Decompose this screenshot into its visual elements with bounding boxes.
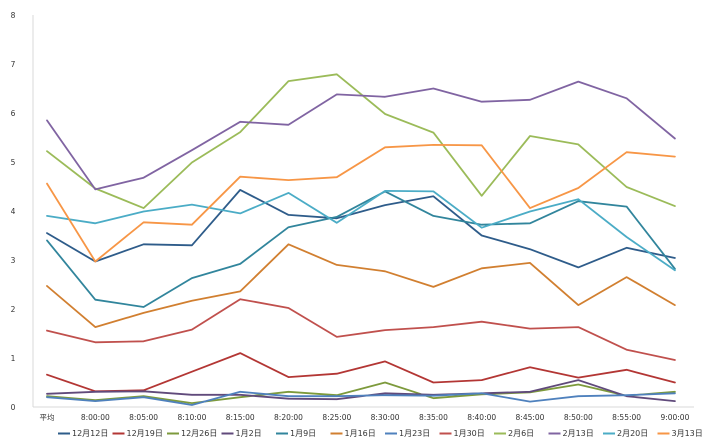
x-tick-label: 平均	[40, 412, 55, 422]
x-tick-label: 8:55:00	[612, 413, 641, 422]
y-tick-label: 6	[11, 109, 16, 118]
y-tick-label: 0	[11, 403, 16, 412]
x-tick-label: 8:30:00	[371, 413, 400, 422]
series-line-12	[46, 143, 676, 263]
x-tick-label: 8:20:00	[274, 413, 303, 422]
y-axis-ticks: 0 1 2 3 4 5 6 7 8	[11, 11, 16, 412]
legend: 12月12日 12月19日 12月26日 1月2日 1月9日 1月16日 1月23日 1月30…	[58, 429, 703, 438]
y-tick-label: 1	[11, 354, 16, 363]
series-line-11	[46, 189, 676, 272]
legend-label: 1月2日	[236, 429, 262, 438]
series-line-9	[46, 73, 676, 210]
x-tick-label: 8:00:00	[81, 413, 110, 422]
series-line-1	[46, 188, 676, 269]
series-line-8	[46, 298, 676, 361]
x-tick-label: 8:50:00	[564, 413, 593, 422]
y-tick-label: 5	[11, 158, 16, 167]
legend-label: 1月9日	[290, 429, 316, 438]
legend-label: 3月13日	[672, 429, 703, 438]
series-line-2	[46, 352, 676, 393]
legend-label: 12月19日	[127, 429, 163, 438]
series-line-6	[46, 243, 676, 329]
legend-label: 12月12日	[72, 429, 108, 438]
x-tick-label: 9:00:00	[660, 413, 689, 422]
legend-label: 2月6日	[508, 429, 534, 438]
x-tick-label: 8:15:00	[226, 413, 255, 422]
x-tick-label: 8:45:00	[516, 413, 545, 422]
legend-label: 1月30日	[454, 429, 485, 438]
x-tick-label: 8:05:00	[129, 413, 158, 422]
series-line-10	[46, 80, 676, 191]
x-tick-label: 8:25:00	[322, 413, 351, 422]
legend-label: 2月13日	[563, 429, 594, 438]
x-tick-label: 8:35:00	[419, 413, 448, 422]
series-line-5	[46, 190, 676, 308]
x-tick-label: 8:10:00	[177, 413, 206, 422]
x-tick-label: 8:40:00	[467, 413, 496, 422]
y-tick-label: 4	[11, 207, 16, 216]
legend-label: 1月16日	[345, 429, 376, 438]
y-tick-label: 7	[11, 60, 16, 69]
y-tick-label: 3	[11, 256, 16, 265]
series-lines	[46, 73, 676, 406]
y-tick-label: 2	[11, 305, 16, 314]
series-line-3	[46, 381, 676, 405]
y-tick-label: 8	[11, 11, 16, 20]
legend-label: 1月23日	[399, 429, 430, 438]
legend-label: 2月20日	[617, 429, 648, 438]
x-axis-ticks: 平均 8:00:00 8:05:00 8:10:00 8:15:00 8:20:00 8:2…	[40, 412, 690, 422]
series-line-7	[46, 390, 676, 406]
legend-label: 12月26日	[181, 429, 217, 438]
